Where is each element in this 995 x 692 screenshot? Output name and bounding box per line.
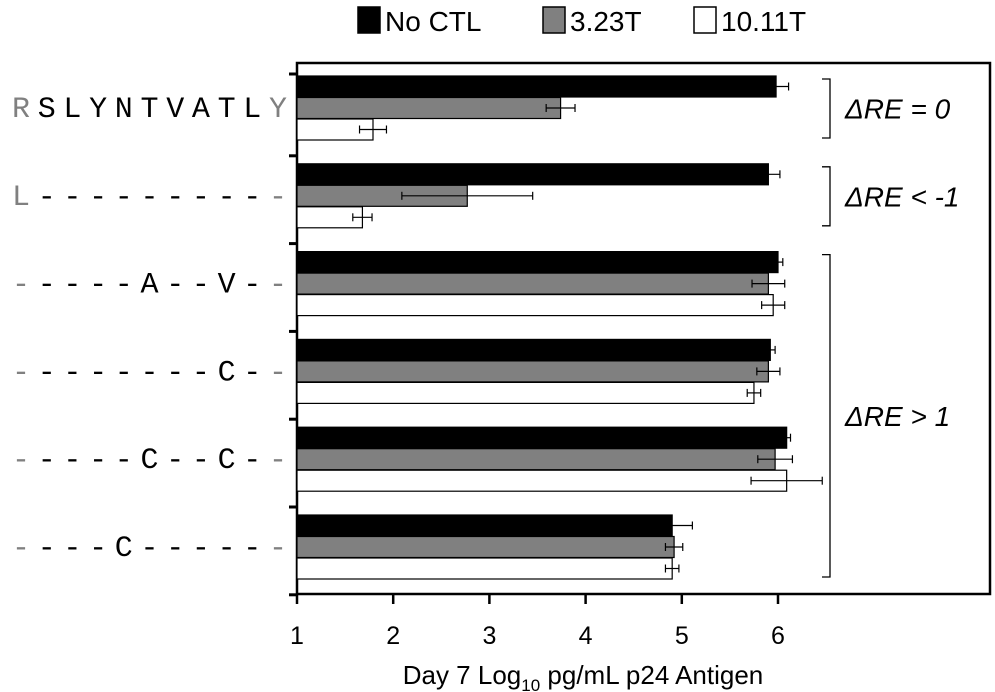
category-label-segment: SLYNTVATL bbox=[38, 93, 262, 127]
category-label-0: R SLYNTVATL Y bbox=[12, 93, 287, 127]
bar-3-1 bbox=[296, 360, 769, 383]
category-label-segment: -------C- bbox=[38, 356, 262, 390]
category-label-segment: ---C----- bbox=[38, 532, 262, 566]
annotation-label-1: ΔRE < -1 bbox=[844, 181, 960, 212]
bar-4-0 bbox=[296, 426, 788, 449]
category-label-2: - ----A--V- - bbox=[12, 269, 287, 303]
legend-label-2: 10.11T bbox=[721, 6, 806, 37]
legend-swatch-1 bbox=[542, 6, 566, 34]
category-label-segment: Y bbox=[269, 93, 287, 127]
x-tick-label-0: 1 bbox=[290, 622, 304, 650]
category-label-segment: - bbox=[12, 444, 30, 478]
bar-5-2 bbox=[296, 557, 673, 580]
bar-3-0 bbox=[296, 338, 771, 361]
bar-5-1 bbox=[296, 535, 675, 559]
category-label-1: L --------- - bbox=[12, 181, 287, 215]
x-axis-label: Day 7 Log10 pg/mL p24 Antigen bbox=[403, 660, 764, 692]
annotation-bracket-1 bbox=[822, 166, 831, 227]
legend: No CTL 3.23T 10.11T bbox=[357, 6, 806, 37]
bar-5-0 bbox=[296, 514, 673, 537]
x-tick-label-5: 6 bbox=[771, 622, 785, 650]
x-tick-label-4: 5 bbox=[675, 622, 689, 650]
category-label-4: - ----C--C- - bbox=[12, 444, 287, 478]
category-label-segment: ----A--V- bbox=[38, 269, 262, 303]
category-label-segment: - bbox=[269, 181, 287, 215]
x-axis-label-prefix: Day 7 Log bbox=[403, 660, 522, 690]
annotation-bracket-0 bbox=[822, 78, 831, 139]
annotation-label-2: ΔRE > 1 bbox=[844, 401, 950, 432]
category-label-segment: R bbox=[12, 93, 30, 127]
bar-0-1 bbox=[296, 96, 562, 120]
category-label-segment: L bbox=[12, 181, 30, 215]
annotation-bracket-2 bbox=[822, 253, 831, 578]
bar-4-1 bbox=[296, 448, 776, 471]
bar-2-2 bbox=[296, 294, 774, 317]
x-axis-label-suffix: pg/mL p24 Antigen bbox=[540, 660, 763, 690]
category-label-segment: - bbox=[269, 356, 287, 390]
bar-0-0 bbox=[296, 75, 777, 98]
x-tick-label-2: 3 bbox=[482, 622, 496, 650]
category-label-segment: - bbox=[269, 444, 287, 478]
plot-frame bbox=[295, 61, 992, 596]
category-label-segment: - bbox=[12, 269, 30, 303]
legend-label-0: No CTL bbox=[385, 6, 481, 37]
plot-area bbox=[289, 61, 992, 597]
category-label-segment: --------- bbox=[38, 181, 262, 215]
annotations: ΔRE = 0 ΔRE < -1 ΔRE > 1 bbox=[822, 78, 960, 578]
legend-swatch-0 bbox=[357, 6, 381, 34]
x-tick-label-1: 2 bbox=[386, 622, 400, 650]
category-labels: R SLYNTVATL YL --------- -- ----A--V- -- ------… bbox=[12, 93, 287, 566]
category-label-segment: - bbox=[12, 532, 30, 566]
category-label-segment: ----C--C- bbox=[38, 444, 262, 478]
category-label-segment: - bbox=[269, 269, 287, 303]
legend-swatch-2 bbox=[693, 6, 717, 34]
category-label-segment: - bbox=[12, 356, 30, 390]
x-tick-label-3: 4 bbox=[579, 622, 593, 650]
category-label-5: - ---C----- - bbox=[12, 532, 287, 566]
bar-4-2 bbox=[296, 469, 788, 492]
category-label-segment: - bbox=[269, 532, 287, 566]
legend-label-1: 3.23T bbox=[570, 6, 642, 37]
bar-2-1 bbox=[296, 272, 769, 295]
annotation-label-0: ΔRE = 0 bbox=[844, 94, 951, 125]
category-label-3: - -------C- - bbox=[12, 356, 287, 390]
x-axis-label-subscript: 10 bbox=[521, 676, 540, 692]
bar-2-0 bbox=[296, 251, 779, 274]
bar-1-0 bbox=[296, 163, 769, 186]
bar-3-2 bbox=[296, 381, 755, 404]
